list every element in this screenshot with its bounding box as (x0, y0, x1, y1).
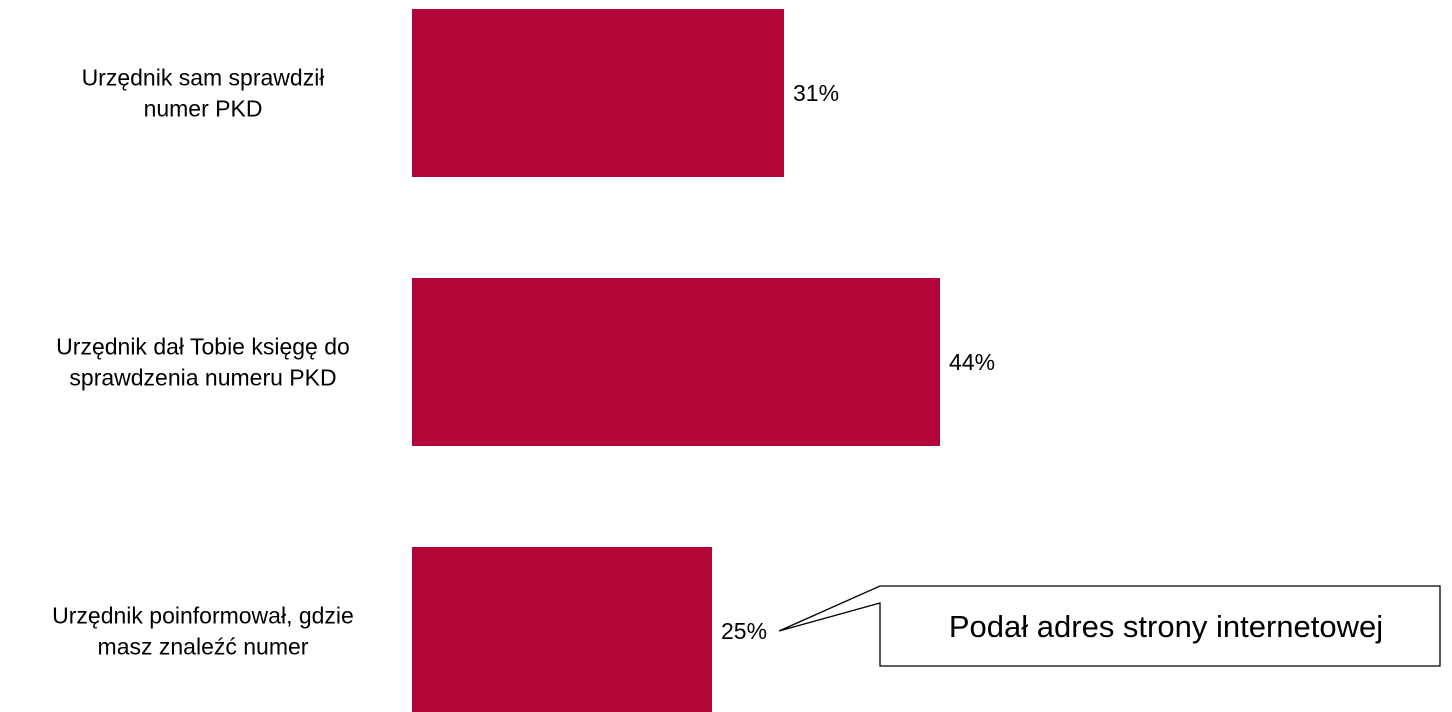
category-label-line: numer PKD (144, 96, 263, 122)
category-label-line: Urzędnik sam sprawdził (82, 65, 325, 91)
callout-text: Podał adres strony internetowej (949, 609, 1383, 644)
callout-box (778, 585, 1441, 667)
category-label-3: Urzędnik poinformował, gdzie masz znaleźć… (52, 603, 354, 660)
value-label-1: 31% (793, 80, 839, 106)
value-label-2: 44% (949, 349, 995, 375)
category-label-line: sprawdzenia numeru PKD (69, 365, 336, 391)
category-labels-layer: Urzędnik sam sprawdził numer PKDUrzędnik … (52, 65, 354, 660)
callout: Podał adres strony internetowej (778, 585, 1441, 667)
category-label-line: masz znaleźć numer (98, 634, 309, 660)
category-label-2: Urzędnik dał Tobie księgę do sprawdzenia … (56, 334, 350, 391)
category-label-1: Urzędnik sam sprawdził numer PKD (82, 65, 325, 122)
bar-3 (412, 547, 712, 712)
category-label-line: Urzędnik dał Tobie księgę do (56, 334, 350, 360)
bars-layer (412, 9, 940, 712)
bar-1 (412, 9, 784, 177)
value-label-3: 25% (721, 618, 767, 644)
category-label-line: Urzędnik poinformował, gdzie (52, 603, 354, 629)
bar-2 (412, 278, 940, 446)
value-labels-layer: 31% 44% 25% (721, 80, 995, 644)
